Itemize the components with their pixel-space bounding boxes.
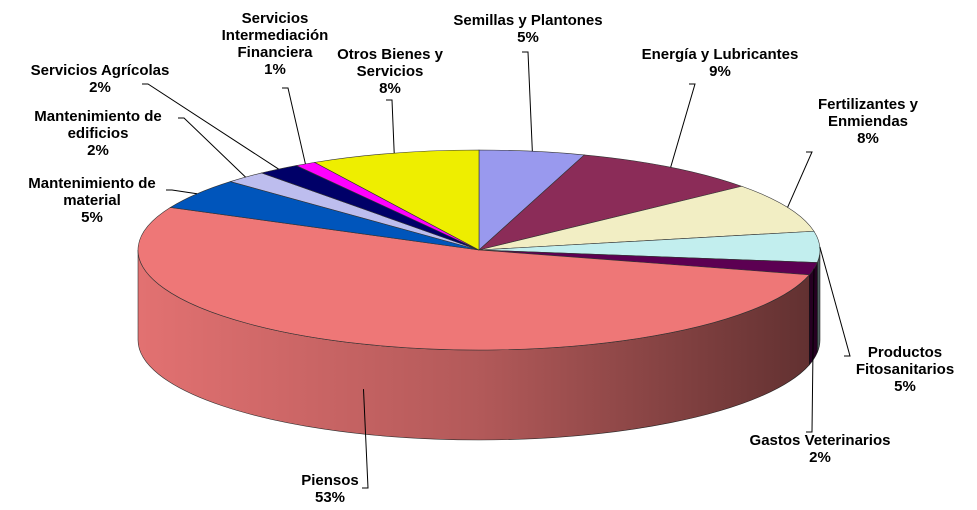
label-name: Fertilizantes y Enmiendas xyxy=(817,96,919,130)
label-name: Piensos xyxy=(301,472,359,489)
label-name: Productos Fitosanitarios xyxy=(855,344,955,378)
label-value: 8% xyxy=(379,80,401,97)
leader-line xyxy=(670,83,696,168)
label-name: Mantenimiento de edificios xyxy=(34,108,162,142)
label-value: 5% xyxy=(517,29,539,46)
label-value: 9% xyxy=(709,63,731,80)
leader-line xyxy=(362,389,369,489)
leader-line xyxy=(142,83,279,170)
leader-line xyxy=(386,99,395,154)
slice-label: Productos Fitosanitarios 5% xyxy=(830,344,977,395)
label-name: Energía y Lubricantes xyxy=(641,46,799,63)
label-value: 5% xyxy=(894,378,916,395)
slice-label: Energía y Lubricantes 9% xyxy=(615,46,825,80)
label-name: Mantenimiento de material xyxy=(28,175,156,209)
leader-line xyxy=(282,87,306,165)
leader-line xyxy=(806,268,815,433)
slice-label: Piensos 53% xyxy=(280,472,380,506)
label-name: Gastos Veterinarios xyxy=(749,432,891,449)
label-name: Otros Bienes y Servicios xyxy=(337,46,443,80)
leader-line xyxy=(522,51,533,152)
slice-side xyxy=(817,249,821,353)
slice-label: Servicios Intermediación Financiera 1% xyxy=(205,10,345,78)
label-value: 5% xyxy=(81,209,103,226)
label-name: Servicios Intermediación Financiera xyxy=(221,10,329,61)
slice-label: Servicios Agrícolas 2% xyxy=(13,62,188,96)
slice-label: Mantenimiento de edificios 2% xyxy=(11,108,186,159)
label-value: 2% xyxy=(87,142,109,159)
label-name: Servicios Agrícolas xyxy=(30,62,170,79)
slice-label: Gastos Veterinarios 2% xyxy=(730,432,910,466)
label-name: Semillas y Plantones xyxy=(453,12,603,29)
leader-line xyxy=(178,117,246,178)
label-value: 2% xyxy=(89,79,111,96)
slice-label: Mantenimiento de material 5% xyxy=(5,175,180,226)
label-value: 53% xyxy=(314,489,346,506)
label-value: 1% xyxy=(264,61,286,78)
slice-label: Otros Bienes y Servicios 8% xyxy=(325,46,455,97)
leader-line xyxy=(166,189,198,195)
label-value: 2% xyxy=(809,449,831,466)
leader-line xyxy=(819,246,851,357)
slice xyxy=(137,207,810,351)
label-value: 8% xyxy=(857,130,879,147)
slice-label: Fertilizantes y Enmiendas 8% xyxy=(783,96,953,147)
leader-line xyxy=(787,151,813,208)
slice xyxy=(478,154,743,251)
slice xyxy=(478,185,815,251)
slice-label: Semillas y Plantones 5% xyxy=(423,12,633,46)
